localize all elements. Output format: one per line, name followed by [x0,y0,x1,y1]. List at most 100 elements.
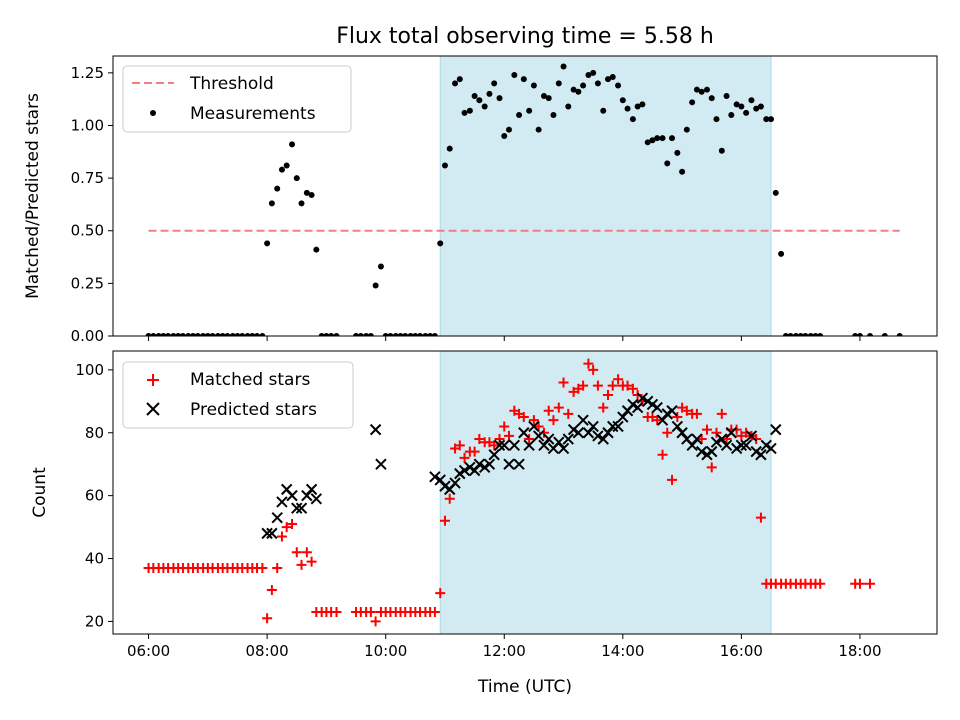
count-x-tick-label: 08:00 [246,642,289,660]
measurement-point [466,107,473,114]
matched-star-point [276,531,287,542]
measurement-point [654,135,661,142]
measurement-point [446,145,453,152]
measurement-point [441,162,448,169]
count-legend: Matched stars Predicted stars [122,361,354,429]
measurement-point [452,80,459,87]
legend-predicted-label: Predicted stars [190,400,317,420]
predicted-star-point [755,449,767,461]
predicted-star-point [706,445,718,458]
measurement-point [674,149,681,156]
count-y-tick-label: 40 [85,550,104,568]
matched-star-point [854,578,865,589]
predicted-star-point [592,430,604,442]
measurement-point [679,168,686,175]
predicted-star-point [656,414,669,426]
count-observing-span [439,350,772,635]
measurement-point [501,133,508,139]
count-legend-box [122,361,354,429]
matched-star-point [622,380,633,391]
measurement-point [852,333,859,336]
measurement-point [471,93,478,99]
matched-star-point [459,452,470,463]
count-y-tick-label: 80 [85,424,104,442]
predicted-star-point [271,511,283,524]
measurement-point [244,333,251,336]
matched-star-point [257,562,268,573]
predicted-star-point [631,401,644,414]
measurement-point [407,333,414,336]
measurement-point [303,189,310,196]
ratio-plot-area [145,63,903,336]
measurement-point [545,95,552,102]
matched-star-point [607,380,618,391]
measurement-point [155,333,162,336]
measurement-point [249,333,256,336]
predicted-star-point [429,471,441,483]
measurement-point [397,333,404,336]
measurement-point [204,333,211,336]
matched-star-point [306,556,317,567]
measurement-point [150,333,157,336]
measurement-point [293,175,300,182]
measurement-point [550,111,557,118]
measurement-point [763,116,770,123]
matched-star-point [499,421,510,432]
measurement-point [422,333,429,336]
measurement-point [431,333,438,336]
matched-star-point [543,405,554,416]
measurement-point [629,116,636,123]
ratio-y-tick-label: 1.00 [71,116,104,134]
predicted-star-point [513,458,525,470]
predicted-star-point [538,439,550,452]
count-y-tick-label: 100 [75,361,104,379]
predicted-star-point [375,458,387,470]
legend-matched-swatch [147,374,159,386]
predicted-star-point [587,420,599,433]
predicted-star-point [286,489,298,502]
predicted-star-point [301,489,313,502]
measurement-point [812,333,819,336]
predicted-star-point [671,420,684,433]
count-x-tick-label: 12:00 [483,642,526,660]
predicted-star-point [503,458,515,470]
measurement-point [664,160,671,167]
predicted-star-point [458,464,471,477]
measurement-point [649,137,656,144]
matched-star-point [578,380,589,391]
matched-star-point [296,559,307,570]
predicted-star-point [528,420,540,433]
matched-star-point [706,462,717,473]
matched-star-point [588,364,599,375]
measurement-point [797,333,804,336]
measurement-point [323,333,330,336]
matched-star-point [503,430,514,441]
predicted-star-point [691,433,703,445]
x-axis-label: Time (UTC) [477,677,572,697]
measurement-point [190,333,197,336]
measurement-point [624,105,631,112]
predicted-star-point [612,420,624,433]
matched-star-point [291,547,302,558]
measurement-point [165,333,172,336]
predicted-star-point [577,414,589,426]
matched-star-point [691,408,702,419]
predicted-star-point [473,458,486,470]
ratio-legend: Threshold Measurements [122,65,352,133]
measurement-point [555,80,562,87]
measurement-point [175,333,182,336]
matched-star-point [474,434,485,445]
predicted-star-point [582,427,595,439]
matched-star-point [558,377,569,388]
measurement-point [274,185,281,192]
predicted-star-point [740,439,752,452]
measurement-point [757,103,764,110]
predicted-star-point [295,502,308,514]
measurement-point [185,333,192,336]
measurement-point [575,88,582,95]
matched-star-point [755,512,766,523]
ratio-y-tick-label: 0.50 [71,222,104,240]
measurement-point [268,200,275,207]
measurement-point [417,333,424,336]
matched-star-point [672,412,683,423]
